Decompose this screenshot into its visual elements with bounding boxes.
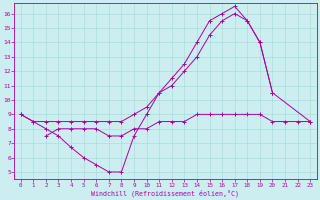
X-axis label: Windchill (Refroidissement éolien,°C): Windchill (Refroidissement éolien,°C) (92, 189, 239, 197)
